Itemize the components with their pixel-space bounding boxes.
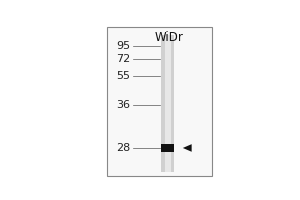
Text: WiDr: WiDr [154,31,183,44]
Text: 72: 72 [116,54,130,64]
Bar [107,27,212,176]
Text: 36: 36 [116,100,130,110]
Bar [161,144,174,152]
Bar [161,35,174,172]
Text: 95: 95 [116,41,130,51]
Text: 55: 55 [116,71,130,81]
Text: 28: 28 [116,143,130,153]
Bar [164,35,171,172]
Polygon shape [183,144,192,152]
